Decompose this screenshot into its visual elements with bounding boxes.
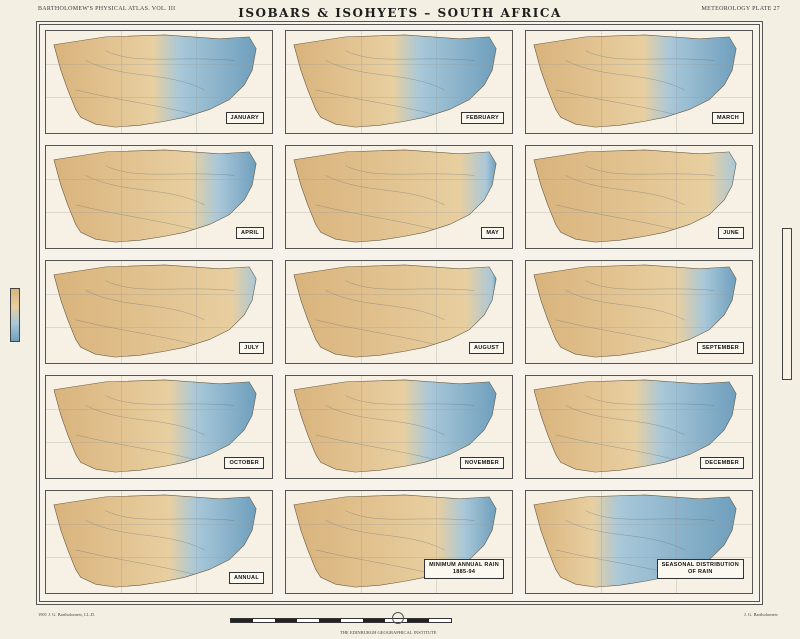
map-label-title: NOVEMBER xyxy=(464,460,499,466)
map-february: FEBRUARY xyxy=(285,30,513,134)
map-seasonal-distribution: SEASONAL DISTRIBUTION OF RAIN xyxy=(525,490,753,594)
map-label-title: MARCH xyxy=(717,115,739,121)
map-january: JANUARY xyxy=(45,30,273,134)
map-label: SEASONAL DISTRIBUTION OF RAIN xyxy=(656,559,744,579)
map-label: APRIL xyxy=(236,227,264,239)
map-june: JUNE xyxy=(525,145,753,249)
map-august: AUGUST xyxy=(285,260,513,364)
publisher-seal-icon xyxy=(392,612,404,624)
map-label-title: SEASONAL DISTRIBUTION xyxy=(661,562,739,568)
footer-credit: 1901 J. G. Bartholomew, LL.D. xyxy=(38,612,96,617)
map-label-title: FEBRUARY xyxy=(466,115,499,121)
map-label-title: SEPTEMBER xyxy=(702,345,739,351)
map-may: MAY xyxy=(285,145,513,249)
map-december: DECEMBER xyxy=(525,375,753,479)
map-label-title: JUNE xyxy=(723,230,739,236)
map-july: JULY xyxy=(45,260,273,364)
map-label-title: OCTOBER xyxy=(229,460,259,466)
map-label: JULY xyxy=(239,342,264,354)
plate-title: ISOBARS & ISOHYETS – SOUTH AFRICA xyxy=(238,6,562,20)
map-label: OCTOBER xyxy=(224,457,264,469)
map-label: SEPTEMBER xyxy=(697,342,744,354)
header-plate-ref: METEOROLOGY PLATE 27 xyxy=(701,6,780,12)
map-april: APRIL xyxy=(45,145,273,249)
map-label: JUNE xyxy=(718,227,744,239)
map-label-title: APRIL xyxy=(241,230,259,236)
map-label-title: JULY xyxy=(244,345,259,351)
scale-bar xyxy=(230,618,452,623)
map-label: FEBRUARY xyxy=(461,112,504,124)
map-september: SEPTEMBER xyxy=(525,260,753,364)
map-label-title: ANNUAL xyxy=(233,575,259,581)
header-atlas-ref: BARTHOLOMEW'S PHYSICAL ATLAS. VOL. III xyxy=(38,6,176,12)
map-label-title: AUGUST xyxy=(473,345,499,351)
map-november: NOVEMBER xyxy=(285,375,513,479)
footer-publisher: THE EDINBURGH GEOGRAPHICAL INSTITUTE xyxy=(340,630,437,635)
map-label: NOVEMBER xyxy=(459,457,504,469)
map-label: JANUARY xyxy=(225,112,264,124)
map-label: AUGUST xyxy=(468,342,504,354)
map-label: ANNUAL xyxy=(228,572,264,584)
map-march: MARCH xyxy=(525,30,753,134)
map-minimum-annual-rain: MINIMUM ANNUAL RAIN 1885-94 xyxy=(285,490,513,594)
map-october: OCTOBER xyxy=(45,375,273,479)
map-label: MINIMUM ANNUAL RAIN 1885-94 xyxy=(424,559,504,579)
footer-signature: J. G. Bartholomew xyxy=(744,612,778,617)
map-label-title: DECEMBER xyxy=(705,460,739,466)
map-label-title: JANUARY xyxy=(230,115,259,121)
map-label-subtitle: OF RAIN xyxy=(687,569,713,575)
map-label: MARCH xyxy=(712,112,744,124)
map-label-subtitle: 1885-94 xyxy=(452,569,476,575)
map-label: MAY xyxy=(481,227,504,239)
map-label: DECEMBER xyxy=(700,457,744,469)
map-label-title: MINIMUM ANNUAL RAIN xyxy=(429,562,499,568)
map-annual: ANNUAL xyxy=(45,490,273,594)
map-label-title: MAY xyxy=(486,230,499,236)
